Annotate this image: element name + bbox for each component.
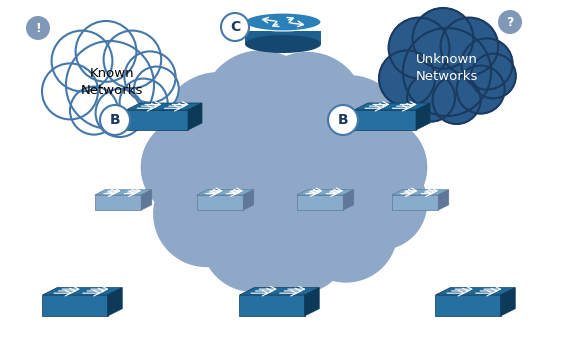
Circle shape (70, 87, 118, 134)
Polygon shape (392, 195, 438, 210)
Polygon shape (304, 288, 319, 316)
Circle shape (120, 78, 168, 127)
Text: ?: ? (506, 15, 513, 29)
Circle shape (441, 18, 498, 75)
Text: Unknown
Networks: Unknown Networks (416, 53, 478, 83)
Polygon shape (95, 195, 141, 210)
Circle shape (471, 54, 516, 99)
Polygon shape (296, 195, 343, 210)
Text: B: B (338, 113, 348, 127)
Circle shape (134, 67, 179, 111)
Circle shape (328, 105, 358, 135)
Circle shape (141, 118, 241, 217)
Circle shape (191, 82, 377, 268)
Polygon shape (197, 190, 254, 195)
Polygon shape (296, 190, 354, 195)
Polygon shape (436, 295, 500, 316)
Polygon shape (95, 190, 152, 195)
Circle shape (26, 16, 50, 40)
Circle shape (76, 21, 136, 82)
Circle shape (295, 180, 397, 282)
Text: !: ! (35, 21, 41, 34)
Ellipse shape (245, 35, 321, 53)
Polygon shape (343, 190, 354, 210)
Polygon shape (188, 103, 202, 130)
Polygon shape (43, 295, 107, 316)
Circle shape (293, 76, 405, 187)
Polygon shape (243, 190, 254, 210)
Polygon shape (197, 195, 243, 210)
Polygon shape (126, 103, 202, 110)
Polygon shape (107, 288, 122, 316)
Circle shape (221, 13, 249, 41)
Polygon shape (141, 190, 152, 210)
Polygon shape (354, 110, 416, 130)
Polygon shape (43, 288, 122, 295)
Circle shape (461, 38, 512, 90)
Circle shape (52, 31, 112, 92)
Polygon shape (240, 295, 304, 316)
Polygon shape (240, 288, 319, 295)
Polygon shape (354, 103, 430, 110)
Circle shape (103, 31, 161, 88)
Circle shape (407, 74, 455, 121)
Polygon shape (500, 288, 515, 316)
Circle shape (42, 63, 98, 119)
Circle shape (66, 41, 154, 129)
Circle shape (154, 161, 259, 266)
Circle shape (389, 18, 449, 78)
Circle shape (160, 73, 278, 190)
Circle shape (333, 156, 427, 250)
Circle shape (433, 76, 481, 124)
Circle shape (202, 189, 304, 291)
Text: B: B (110, 113, 120, 127)
Circle shape (403, 28, 491, 116)
Circle shape (250, 52, 365, 167)
Circle shape (327, 118, 427, 217)
Text: C: C (230, 20, 240, 34)
Circle shape (95, 89, 144, 137)
Circle shape (100, 105, 130, 135)
Ellipse shape (245, 13, 321, 31)
Polygon shape (392, 190, 449, 195)
Polygon shape (416, 103, 430, 130)
Polygon shape (126, 110, 188, 130)
Circle shape (379, 50, 435, 106)
Polygon shape (436, 288, 515, 295)
Circle shape (202, 51, 320, 169)
Polygon shape (245, 31, 321, 44)
Circle shape (498, 10, 522, 34)
Circle shape (124, 51, 176, 102)
Text: Known
Networks: Known Networks (81, 67, 143, 97)
Polygon shape (438, 190, 449, 210)
Circle shape (412, 8, 473, 69)
Circle shape (250, 194, 349, 293)
Circle shape (457, 65, 504, 114)
